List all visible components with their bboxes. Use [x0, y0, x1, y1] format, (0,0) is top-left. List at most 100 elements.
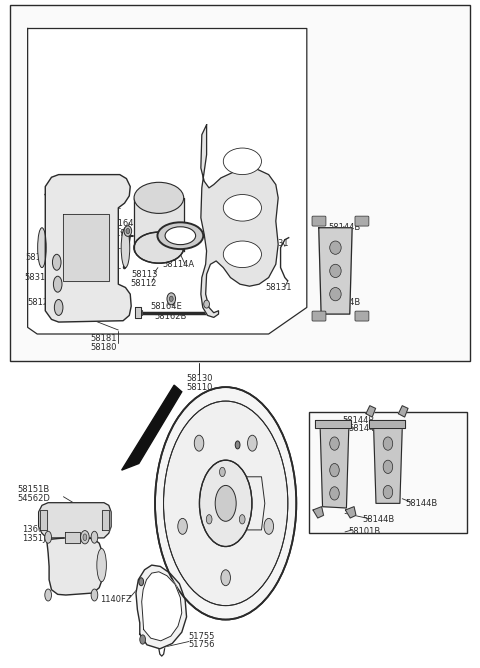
Polygon shape	[142, 572, 182, 641]
Polygon shape	[38, 503, 111, 538]
Polygon shape	[366, 405, 375, 417]
Ellipse shape	[383, 460, 393, 474]
Ellipse shape	[45, 531, 51, 543]
FancyBboxPatch shape	[312, 311, 326, 321]
Text: 58144B: 58144B	[348, 424, 380, 434]
Ellipse shape	[264, 518, 274, 534]
Ellipse shape	[330, 265, 341, 277]
Text: 51755: 51755	[189, 633, 215, 641]
Ellipse shape	[330, 287, 341, 301]
Ellipse shape	[124, 226, 132, 236]
Polygon shape	[373, 427, 402, 504]
Text: 58144B: 58144B	[329, 298, 361, 307]
Ellipse shape	[240, 514, 245, 524]
Ellipse shape	[167, 293, 176, 305]
Text: 1360GJ: 1360GJ	[22, 526, 52, 534]
FancyBboxPatch shape	[355, 311, 369, 321]
Text: 58164E: 58164E	[108, 218, 139, 228]
Ellipse shape	[330, 487, 339, 500]
Ellipse shape	[206, 514, 212, 524]
Ellipse shape	[54, 299, 63, 315]
Text: 58120: 58120	[25, 253, 52, 262]
Text: 58180: 58180	[91, 343, 117, 352]
Ellipse shape	[140, 635, 145, 644]
Text: 54562D: 54562D	[17, 494, 50, 502]
Ellipse shape	[165, 226, 196, 244]
Text: 58112: 58112	[131, 279, 157, 288]
Ellipse shape	[83, 534, 87, 540]
Ellipse shape	[121, 228, 130, 268]
Text: 51712: 51712	[236, 565, 263, 574]
Ellipse shape	[383, 486, 393, 499]
Ellipse shape	[169, 296, 173, 301]
Polygon shape	[134, 198, 184, 251]
Ellipse shape	[155, 387, 296, 620]
Ellipse shape	[91, 531, 98, 543]
Ellipse shape	[204, 300, 209, 308]
Text: 58130: 58130	[186, 374, 213, 383]
Ellipse shape	[219, 468, 225, 476]
Polygon shape	[47, 538, 104, 595]
Ellipse shape	[223, 148, 262, 174]
Text: 58101B: 58101B	[348, 528, 380, 536]
Ellipse shape	[330, 241, 341, 255]
Text: 58144B: 58144B	[342, 416, 374, 425]
Text: 58113: 58113	[132, 270, 158, 279]
Ellipse shape	[81, 530, 89, 544]
Polygon shape	[65, 532, 80, 542]
Ellipse shape	[199, 460, 252, 546]
Ellipse shape	[37, 228, 46, 268]
Ellipse shape	[53, 277, 62, 292]
Ellipse shape	[157, 222, 203, 249]
Text: 58131: 58131	[265, 283, 291, 292]
Polygon shape	[63, 214, 109, 281]
Text: 58144B: 58144B	[362, 516, 395, 524]
Text: 1220FS: 1220FS	[241, 442, 272, 452]
Text: 1351JD: 1351JD	[22, 534, 52, 543]
Ellipse shape	[134, 232, 184, 263]
Text: 51756: 51756	[189, 641, 215, 649]
Ellipse shape	[221, 570, 230, 586]
Ellipse shape	[97, 548, 107, 582]
Text: 58181: 58181	[91, 334, 117, 343]
Ellipse shape	[330, 437, 339, 450]
Ellipse shape	[139, 578, 144, 586]
Ellipse shape	[330, 464, 339, 477]
Ellipse shape	[194, 436, 204, 451]
Polygon shape	[135, 307, 141, 318]
Polygon shape	[369, 420, 405, 428]
Ellipse shape	[91, 589, 98, 601]
Text: 58314: 58314	[24, 273, 50, 282]
Ellipse shape	[126, 228, 130, 234]
Polygon shape	[315, 420, 351, 428]
FancyBboxPatch shape	[355, 216, 369, 226]
Text: 58151B: 58151B	[18, 485, 50, 494]
Ellipse shape	[248, 436, 257, 451]
Polygon shape	[28, 29, 307, 334]
Text: 58125: 58125	[27, 298, 54, 307]
Polygon shape	[102, 510, 109, 530]
Bar	[309, 412, 467, 533]
Ellipse shape	[383, 437, 393, 450]
Text: 58114A: 58114A	[162, 261, 194, 269]
Ellipse shape	[164, 401, 288, 606]
Polygon shape	[319, 228, 352, 314]
Ellipse shape	[178, 518, 187, 534]
Ellipse shape	[45, 589, 51, 601]
Polygon shape	[39, 510, 47, 530]
Ellipse shape	[52, 255, 61, 271]
Ellipse shape	[235, 441, 240, 449]
Text: 58161B: 58161B	[94, 228, 126, 238]
Ellipse shape	[215, 486, 236, 521]
Polygon shape	[320, 427, 349, 508]
Polygon shape	[45, 174, 131, 322]
Text: 58164E: 58164E	[150, 303, 182, 311]
Polygon shape	[121, 385, 182, 470]
Polygon shape	[313, 506, 324, 518]
Text: 58131: 58131	[262, 239, 288, 248]
Polygon shape	[398, 405, 408, 417]
FancyBboxPatch shape	[312, 216, 326, 226]
Text: 1140FZ: 1140FZ	[100, 595, 132, 604]
Polygon shape	[346, 506, 356, 518]
Polygon shape	[201, 125, 278, 317]
